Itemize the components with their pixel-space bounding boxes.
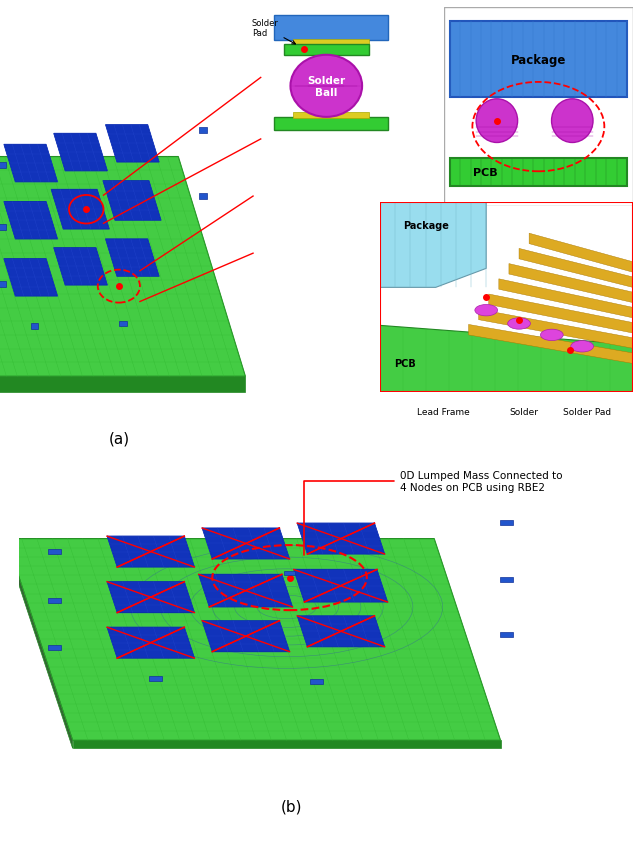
Polygon shape: [519, 249, 633, 288]
Polygon shape: [499, 279, 633, 318]
Bar: [293, 113, 369, 119]
Text: (a): (a): [108, 431, 130, 446]
Polygon shape: [4, 145, 58, 182]
Bar: [49, 598, 61, 603]
Bar: [275, 16, 387, 41]
Text: (b): (b): [281, 798, 302, 814]
Polygon shape: [6, 539, 500, 740]
Ellipse shape: [291, 56, 362, 118]
Bar: [500, 520, 513, 525]
Bar: [284, 571, 295, 575]
Polygon shape: [294, 570, 388, 603]
Bar: [310, 679, 323, 684]
Bar: [49, 646, 61, 650]
Text: Lead Frame: Lead Frame: [417, 408, 470, 417]
Polygon shape: [54, 134, 107, 171]
Polygon shape: [509, 264, 633, 303]
Bar: [199, 194, 207, 200]
Text: Package: Package: [511, 53, 566, 67]
Polygon shape: [4, 259, 58, 296]
Polygon shape: [380, 326, 633, 392]
Bar: [284, 46, 369, 56]
Polygon shape: [105, 240, 159, 277]
Polygon shape: [489, 295, 633, 333]
Bar: [275, 118, 387, 131]
Ellipse shape: [476, 100, 518, 143]
Polygon shape: [297, 616, 385, 647]
Polygon shape: [6, 539, 73, 749]
Ellipse shape: [571, 341, 594, 353]
Text: Solder Pad: Solder Pad: [563, 408, 612, 417]
Text: Solder
Ball: Solder Ball: [307, 76, 345, 98]
Bar: [293, 40, 369, 46]
Polygon shape: [107, 582, 194, 613]
Text: PCB: PCB: [473, 168, 498, 178]
Bar: [500, 632, 513, 637]
Polygon shape: [380, 203, 486, 288]
Bar: [0, 282, 6, 288]
Ellipse shape: [541, 330, 563, 341]
Text: Solder: Solder: [509, 408, 539, 417]
Polygon shape: [73, 740, 500, 749]
Polygon shape: [468, 325, 633, 364]
Ellipse shape: [475, 305, 498, 316]
Polygon shape: [202, 528, 289, 560]
Polygon shape: [107, 537, 194, 567]
Polygon shape: [0, 157, 245, 376]
Bar: [31, 323, 38, 329]
Bar: [0, 163, 6, 169]
Polygon shape: [529, 234, 633, 273]
Bar: [199, 128, 207, 134]
Polygon shape: [199, 575, 293, 607]
Polygon shape: [51, 190, 109, 230]
Bar: [450, 22, 627, 98]
Ellipse shape: [507, 318, 530, 330]
Bar: [0, 225, 6, 230]
Text: Package: Package: [403, 220, 449, 230]
Bar: [119, 322, 127, 327]
Polygon shape: [4, 203, 58, 240]
Polygon shape: [479, 310, 633, 349]
Polygon shape: [103, 181, 161, 221]
Ellipse shape: [551, 100, 593, 143]
Text: Solder
Pad: Solder Pad: [252, 19, 295, 45]
Text: PCB: PCB: [394, 359, 417, 369]
Bar: [450, 160, 627, 187]
Text: 0D Lumped Mass Connected to
4 Nodes on PCB using RBE2: 0D Lumped Mass Connected to 4 Nodes on P…: [304, 471, 562, 555]
Bar: [49, 549, 61, 555]
Bar: [500, 577, 513, 582]
Polygon shape: [54, 248, 107, 285]
Polygon shape: [0, 376, 245, 392]
Polygon shape: [105, 126, 159, 163]
Polygon shape: [202, 621, 289, 652]
Polygon shape: [297, 523, 385, 555]
Bar: [150, 676, 162, 681]
Polygon shape: [107, 627, 194, 658]
